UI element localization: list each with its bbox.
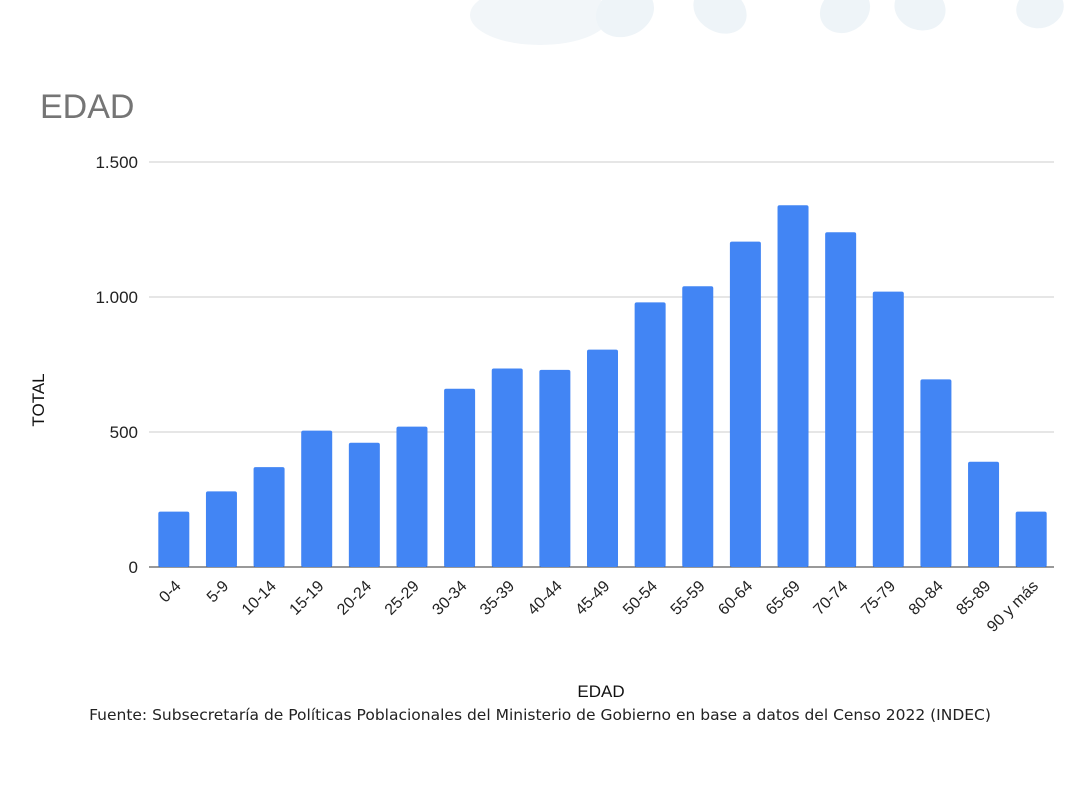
x-tick-label: 85-89: [953, 578, 994, 619]
bar-0-4: [158, 511, 190, 567]
y-tick-label: 500: [110, 423, 138, 442]
x-tick-label: 40-44: [525, 578, 566, 619]
source-note: Fuente: Subsecretaría de Políticas Pobla…: [89, 706, 991, 724]
bar-80-84: [920, 379, 952, 567]
bar-65-69: [777, 205, 809, 567]
x-tick-label: 10-14: [239, 578, 280, 619]
bar-30-34: [444, 388, 476, 567]
header-decoration: [470, 0, 1064, 45]
x-tick-label: 80-84: [906, 578, 947, 619]
bar-25-29: [396, 426, 428, 567]
x-tick-label: 65-69: [763, 578, 804, 619]
x-tick-label: 5-9: [204, 578, 232, 606]
bar-90-y-más: [1015, 511, 1047, 567]
x-tick-label: 60-64: [715, 578, 756, 619]
bar-45-49: [587, 349, 618, 567]
bar-5-9: [205, 491, 237, 567]
bar-chart: 0 500 1.000 1.500 0-4 5-9 10-14 15-19 20-24 25-2…: [29, 153, 1054, 700]
leaf-decoration: [693, 0, 747, 34]
chart-title: EDAD: [40, 88, 135, 126]
x-tick-label: 75-79: [858, 578, 899, 619]
leaf-decoration: [595, 0, 655, 38]
leaf-decoration: [470, 0, 610, 45]
leaf-decoration: [1016, 0, 1064, 29]
x-tick-label: 45-49: [572, 578, 613, 619]
y-axis-title: TOTAL: [29, 373, 48, 426]
bar-50-54: [634, 302, 666, 567]
bar-55-59: [682, 286, 714, 567]
bar-40-44: [539, 369, 571, 567]
y-tick-label: 1.000: [95, 288, 138, 307]
y-tick-label: 0: [129, 558, 138, 577]
x-tick-label: 30-34: [429, 578, 470, 619]
leaf-decoration: [894, 0, 946, 31]
bar-35-39: [491, 368, 523, 567]
y-axis-ticks: 0 500 1.000 1.500: [95, 153, 138, 577]
bar-20-24: [348, 442, 380, 567]
x-tick-label: 35-39: [477, 578, 518, 619]
bar-75-79: [872, 291, 904, 567]
bar-10-14: [253, 467, 285, 567]
x-tick-label: 15-19: [287, 578, 328, 619]
x-tick-label: 20-24: [334, 578, 375, 619]
x-tick-label: 0-4: [156, 578, 184, 606]
bar-15-19: [301, 430, 333, 567]
x-tick-label: 50-54: [620, 578, 661, 619]
y-tick-label: 1.500: [95, 153, 138, 172]
x-axis-title: EDAD: [577, 682, 624, 700]
bar-70-74: [825, 232, 857, 567]
x-tick-label: 55-59: [668, 578, 709, 619]
bar-85-89: [968, 461, 1000, 567]
bar-60-64: [729, 241, 761, 567]
x-tick-label: 90 y más: [984, 578, 1042, 636]
leaf-decoration: [819, 0, 871, 34]
x-axis-ticks: 0-4 5-9 10-14 15-19 20-24 25-29 30-34 35-39 40-4…: [156, 578, 1042, 636]
x-tick-label: 70-74: [811, 578, 852, 619]
bars: [158, 205, 1047, 567]
x-tick-label: 25-29: [382, 578, 423, 619]
